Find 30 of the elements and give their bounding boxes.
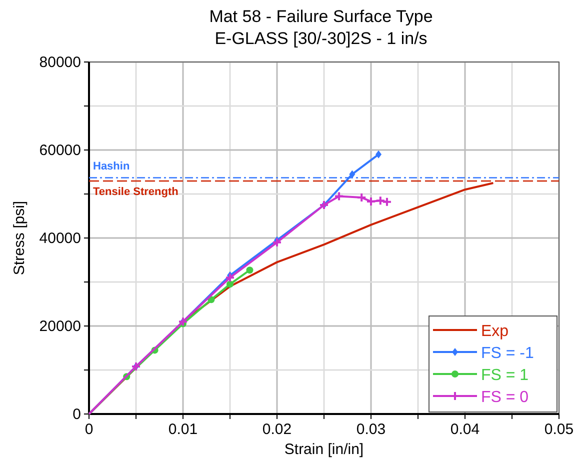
x-tick-label: 0.02 (262, 421, 292, 438)
chart-title: Mat 58 - Failure Surface Type (209, 7, 433, 26)
point (349, 170, 356, 178)
point (366, 196, 376, 206)
y-axis-title: Stress [psi] (11, 200, 28, 276)
x-tick-label: 0.05 (544, 421, 574, 438)
legend-label: FS = -1 (481, 345, 534, 362)
legend-label: FS = 1 (481, 367, 529, 384)
y-tick-label: 60000 (39, 142, 81, 159)
x-tick-label: 0 (84, 421, 94, 438)
y-tick-label: 20000 (39, 318, 81, 335)
ref-line-label: Hashin (93, 160, 130, 173)
x-tick-label: 0.04 (450, 421, 480, 438)
legend-label: FS = 0 (481, 389, 529, 406)
point (356, 192, 367, 203)
x-tick-label: 0.03 (356, 421, 386, 438)
x-tick-label: 0.01 (168, 421, 198, 438)
chart-subtitle: E-GLASS [30/-30]2S - 1 in/s (214, 29, 428, 48)
legend-label: Exp (481, 323, 509, 340)
y-tick-label: 40000 (39, 230, 81, 247)
x-axis-title: Strain [in/in] (284, 441, 364, 458)
point (376, 150, 382, 158)
point (272, 237, 282, 248)
point (225, 272, 235, 283)
point (334, 191, 344, 202)
point (226, 280, 234, 288)
ref-line-label: Tensile Strength (93, 186, 179, 198)
point (246, 266, 254, 274)
y-tick-label: 80000 (39, 54, 81, 71)
y-tick-label: 0 (72, 406, 81, 423)
